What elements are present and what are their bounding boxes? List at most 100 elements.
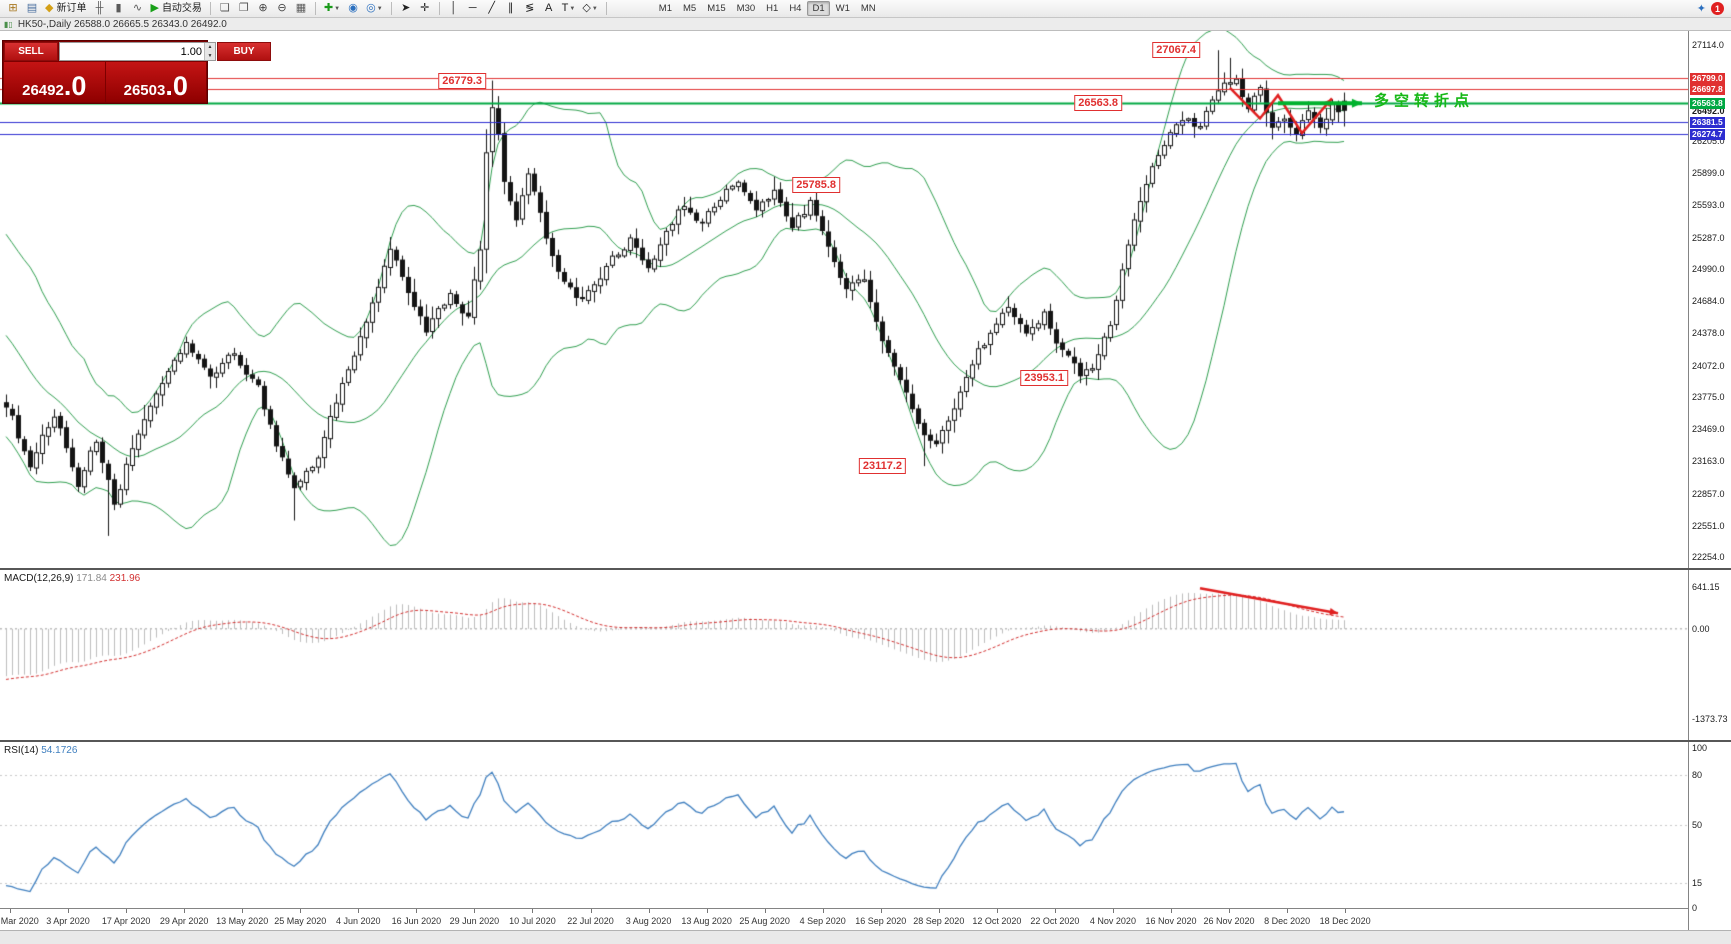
new-order-button[interactable]: ◆ 新订单 bbox=[45, 2, 87, 14]
date-label: 29 Jun 2020 bbox=[449, 916, 500, 926]
time-tick bbox=[184, 909, 186, 913]
axis-label: 24684.0 bbox=[1692, 296, 1725, 307]
timeframe-mn-button[interactable]: MN bbox=[860, 3, 876, 14]
date-label: 22 Oct 2020 bbox=[1030, 916, 1080, 926]
toolbar-right: ✦ 1 bbox=[1697, 2, 1727, 15]
toolbar-separator bbox=[209, 2, 211, 15]
rsi-canvas[interactable] bbox=[0, 742, 1688, 908]
date-label: 4 Nov 2020 bbox=[1089, 916, 1136, 926]
trendline-icon[interactable]: ╱ bbox=[488, 2, 495, 14]
navigator-icon[interactable]: ◉ bbox=[348, 2, 358, 14]
axis-label: 27114.0 bbox=[1692, 40, 1724, 51]
macd-header: MACD(12,26,9) 171.84 231.96 bbox=[4, 573, 140, 584]
time-axis: 4 Mar 2020 3 Apr 2020 17 Apr 2020 29 Apr 20… bbox=[0, 908, 1688, 930]
time-tick bbox=[474, 909, 476, 913]
timeframe-m30-button[interactable]: M30 bbox=[736, 3, 756, 14]
date-label: 3 Apr 2020 bbox=[46, 916, 90, 926]
community-icon[interactable]: ✦ bbox=[1696, 3, 1706, 15]
toolbar-separator bbox=[390, 2, 392, 15]
cascade-windows-icon[interactable]: ❐ bbox=[239, 2, 249, 14]
time-tick bbox=[706, 909, 708, 913]
rsi-label: RSI(14) bbox=[4, 745, 39, 756]
line-chart-icon[interactable]: ∿ bbox=[132, 2, 143, 14]
axis-label: 100 bbox=[1692, 743, 1708, 753]
buy-price-button[interactable]: 26503.0 bbox=[105, 62, 206, 102]
axis-label: 22254.0 bbox=[1692, 552, 1725, 563]
axis-price-tag: 26274.7 bbox=[1690, 128, 1725, 140]
time-tick bbox=[996, 909, 998, 913]
profiles-icon[interactable]: ▤ bbox=[26, 2, 38, 14]
volume-down-button[interactable]: ▼ bbox=[205, 51, 215, 60]
axis-label: 24072.0 bbox=[1692, 360, 1725, 371]
time-tick bbox=[358, 909, 360, 913]
buy-button[interactable]: BUY bbox=[217, 42, 271, 61]
new-chart-icon[interactable]: ⊞ bbox=[8, 2, 18, 14]
main-chart-canvas[interactable] bbox=[0, 31, 1688, 568]
zoom-out-icon[interactable]: ⊖ bbox=[277, 2, 287, 14]
time-tick bbox=[1345, 909, 1347, 913]
date-label: 3 Aug 2020 bbox=[625, 916, 672, 926]
data-window-icon[interactable]: ◎ ▼ bbox=[366, 2, 383, 14]
time-tick bbox=[1287, 909, 1289, 913]
timeframe-m5-button[interactable]: M5 bbox=[682, 3, 697, 14]
time-tick bbox=[1112, 909, 1114, 913]
volume-up-button[interactable]: ▲ bbox=[205, 43, 215, 52]
time-tick bbox=[1229, 909, 1231, 913]
macd-value-1: 171.84 bbox=[76, 573, 107, 584]
time-tick bbox=[880, 909, 882, 913]
candlestick-chart-icon[interactable]: ▮ bbox=[115, 2, 122, 14]
zoom-in-icon[interactable]: ⊕ bbox=[258, 2, 268, 14]
panel-splitter[interactable] bbox=[0, 740, 1731, 742]
timeframe-m1-button[interactable]: M1 bbox=[658, 3, 672, 14]
date-label: 4 Jun 2020 bbox=[336, 916, 381, 926]
chart-title: HK50-,Daily 26588.0 26665.5 26343.0 2649… bbox=[17, 18, 227, 30]
add-indicator-icon[interactable]: ✚ ▼ bbox=[323, 2, 341, 14]
time-tick bbox=[648, 909, 650, 913]
timeframe-m15-button[interactable]: M15 bbox=[707, 3, 726, 14]
rsi-value: 54.1726 bbox=[41, 745, 78, 756]
time-tick bbox=[590, 909, 592, 913]
cursor-icon[interactable]: ➤ bbox=[401, 2, 411, 14]
timeframe-d1-button[interactable]: D1 bbox=[807, 1, 830, 16]
tile-windows-icon[interactable]: ❏ bbox=[220, 2, 230, 14]
channel-icon[interactable]: ∥ bbox=[507, 2, 514, 14]
vertical-line-icon[interactable]: │ bbox=[450, 2, 458, 14]
text-tool-icon[interactable]: T ▼ bbox=[561, 2, 576, 14]
sell-button[interactable]: SELL bbox=[4, 42, 58, 61]
date-label: 25 May 2020 bbox=[274, 916, 327, 926]
fibonacci-icon[interactable]: ≶ bbox=[525, 2, 535, 14]
bar-chart-icon[interactable]: ╫ bbox=[95, 2, 104, 14]
axis-label: 80 bbox=[1692, 770, 1703, 781]
axis-price-tag: 26697.8 bbox=[1690, 84, 1725, 96]
date-label: 29 Apr 2020 bbox=[159, 916, 209, 926]
timeframe-h1-button[interactable]: H1 bbox=[766, 3, 779, 14]
date-label: 10 Jul 2020 bbox=[509, 916, 556, 926]
auto-trading-button[interactable]: ▶ 自动交易 bbox=[150, 2, 202, 14]
shapes-icon[interactable]: ◇ ▼ bbox=[582, 2, 598, 14]
timeframe-h4-button[interactable]: H4 bbox=[789, 3, 802, 14]
time-tick bbox=[1054, 909, 1056, 913]
panel-splitter[interactable] bbox=[0, 568, 1731, 570]
text-label-icon[interactable]: A bbox=[545, 2, 553, 14]
crosshair-icon[interactable]: ✛ bbox=[420, 2, 430, 14]
date-label: 13 May 2020 bbox=[216, 916, 269, 926]
volume-input[interactable] bbox=[60, 43, 204, 60]
date-label: 18 Dec 2020 bbox=[1319, 916, 1371, 926]
notifications-badge[interactable]: 1 bbox=[1711, 2, 1724, 15]
sell-price-button[interactable]: 26492.0 bbox=[4, 62, 105, 102]
time-tick bbox=[300, 909, 302, 913]
horizontal-line-icon[interactable]: ─ bbox=[468, 2, 477, 14]
time-tick bbox=[10, 909, 11, 913]
macd-canvas[interactable] bbox=[0, 570, 1688, 740]
axis-label: 25287.0 bbox=[1692, 232, 1725, 243]
date-label: 16 Jun 2020 bbox=[391, 916, 442, 926]
timeframe-w1-button[interactable]: W1 bbox=[835, 3, 850, 14]
toolbar-separator bbox=[438, 2, 440, 15]
toolbar-separator bbox=[314, 2, 316, 15]
auto-arrange-icon[interactable]: ▦ bbox=[295, 2, 307, 14]
axis-label: 23469.0 bbox=[1692, 424, 1725, 435]
axis-label: 641.15 bbox=[1692, 581, 1720, 592]
axis-price-tag: 26381.5 bbox=[1690, 117, 1725, 129]
date-label: 22 Jul 2020 bbox=[567, 916, 614, 926]
